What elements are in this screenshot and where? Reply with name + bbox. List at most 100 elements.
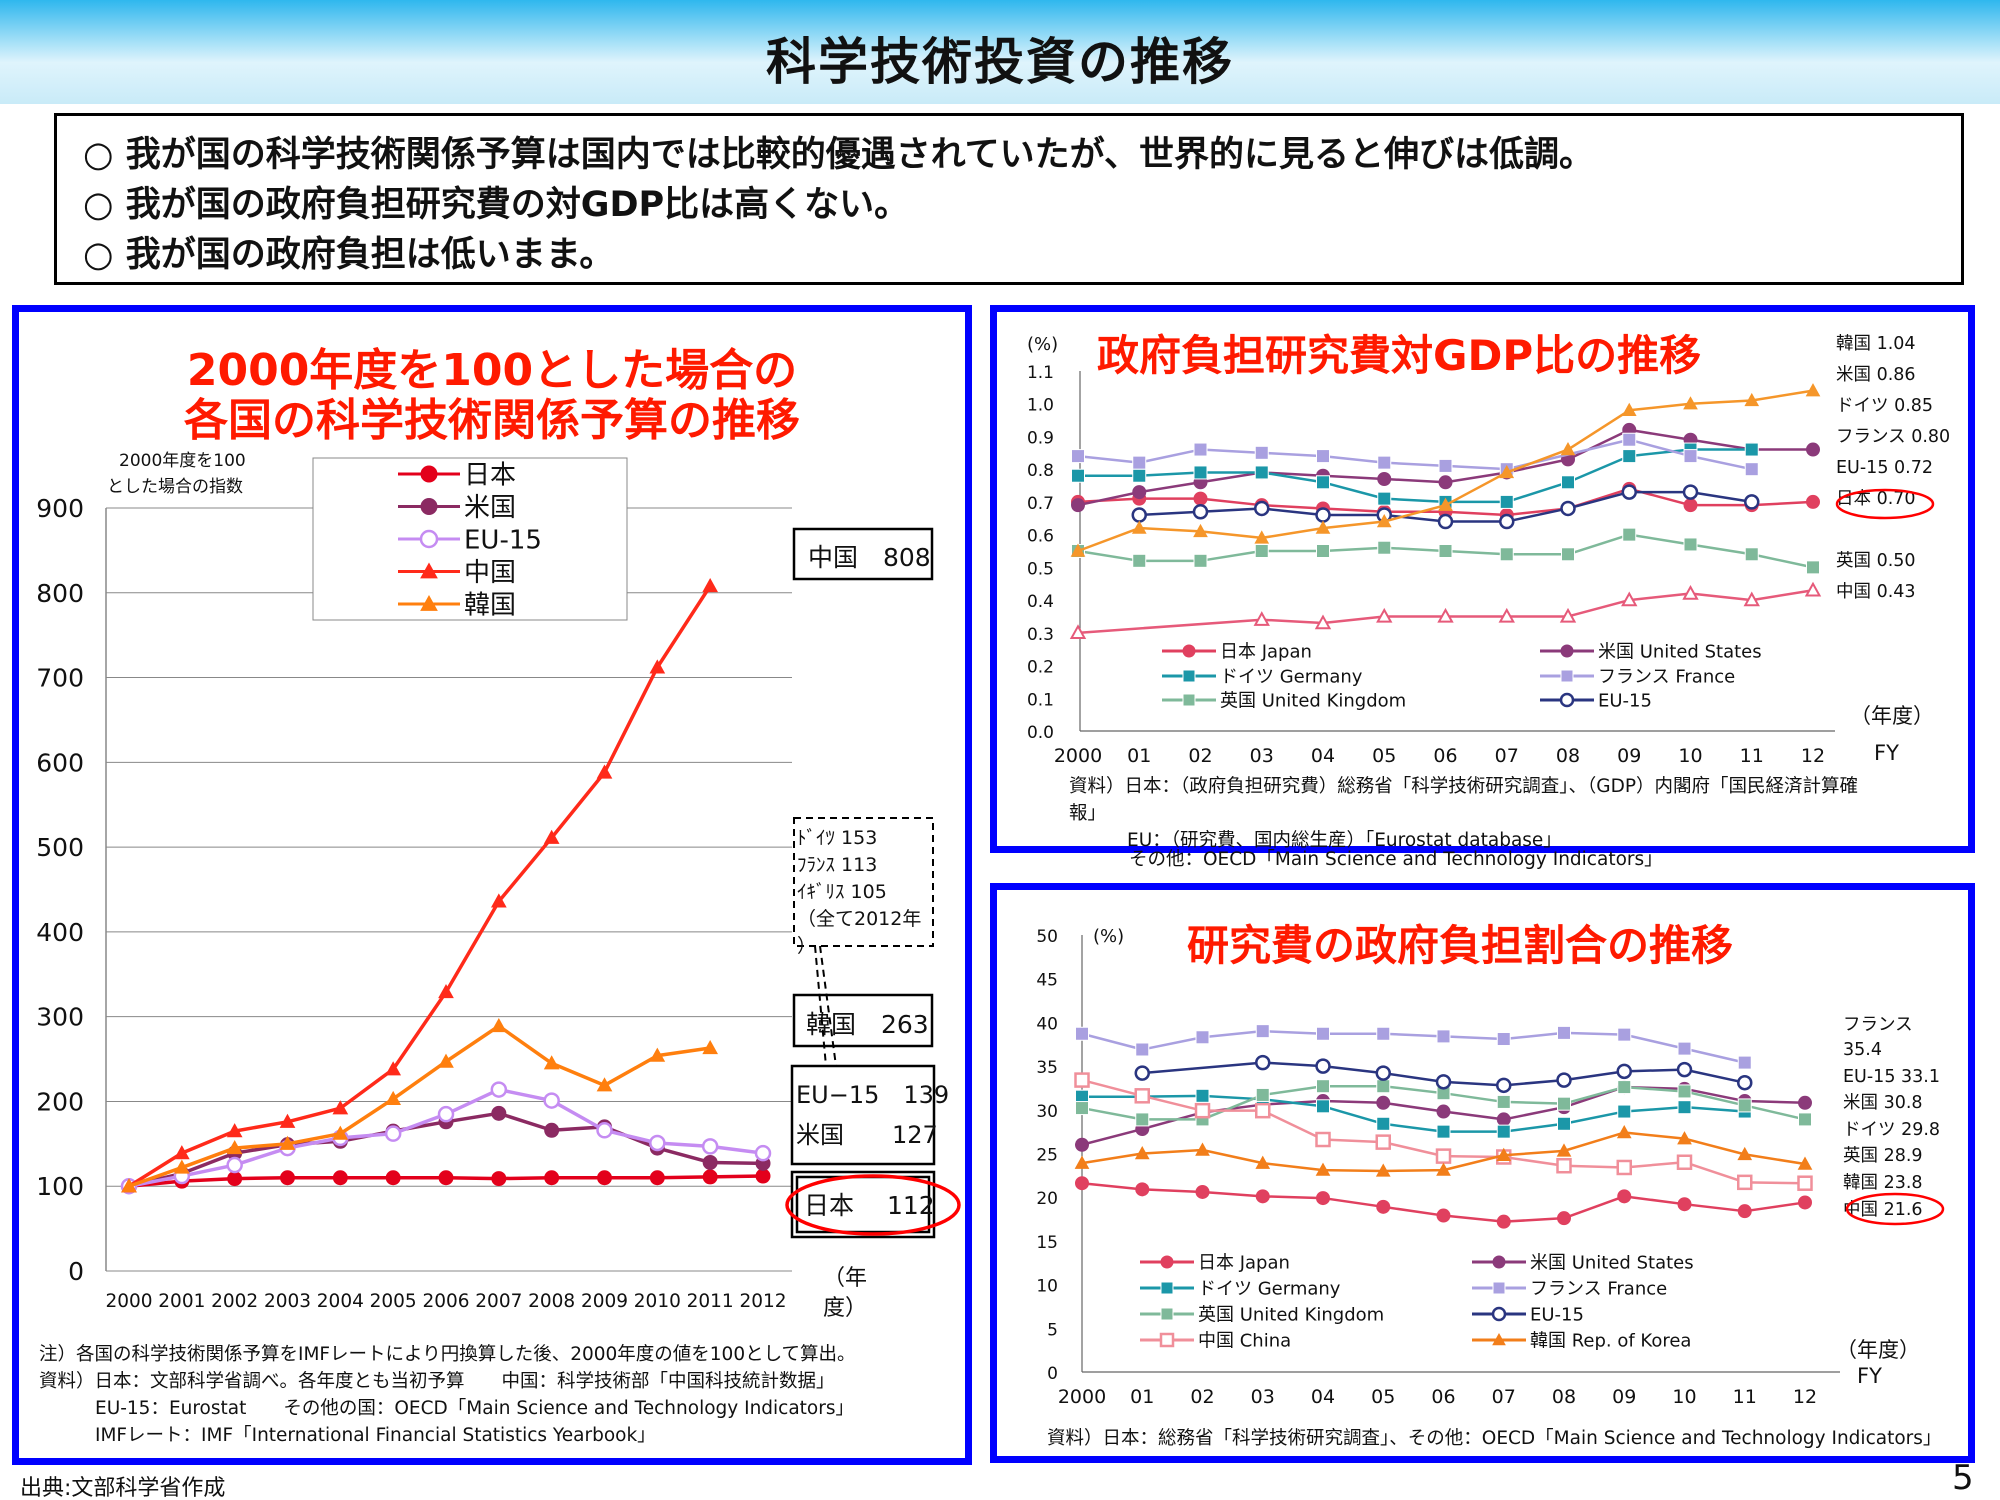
- share-point-2-7: [1496, 1124, 1511, 1139]
- share-point-2-6: [1436, 1124, 1451, 1139]
- share-point-4-5: [1376, 1079, 1391, 1094]
- budget-point-2-2: [226, 1156, 243, 1174]
- gdp-point-5-11: [1744, 494, 1760, 510]
- share-point-4-11: [1737, 1098, 1752, 1113]
- share-xunit: （年度）: [1836, 1338, 1920, 1362]
- budget-xtick: 2005: [370, 1291, 417, 1312]
- share-point-6-2: [1194, 1102, 1211, 1119]
- budget-xunit-line2: 度）: [823, 1296, 868, 1321]
- gdp-xunit: （年度）: [1850, 704, 1934, 728]
- share-ytick: 10: [1036, 1277, 1058, 1297]
- gdp-right-label-0: 韓国 1.04: [1836, 334, 1916, 354]
- share-ytick: 35: [1036, 1058, 1058, 1078]
- share-point-6-8: [1556, 1157, 1572, 1174]
- gdp-point-7-12: [1804, 581, 1822, 597]
- gdp-japan-highlight: [1835, 488, 1935, 520]
- budget-ytick: 900: [36, 494, 84, 523]
- budget-ytick: 400: [36, 918, 84, 947]
- share-point-3-3: [1255, 1024, 1270, 1039]
- budget-legend-label-0: 日本: [464, 460, 516, 490]
- share-legend-marker-1: [1492, 1255, 1506, 1269]
- budget-ytick: 200: [36, 1087, 84, 1116]
- gdp-point-5-3: [1254, 500, 1270, 517]
- gdp-ytick: 0.8: [1027, 461, 1054, 481]
- gdp-point-3-9: [1622, 432, 1637, 447]
- gdp-point-6-1: [1131, 520, 1147, 534]
- share-point-0-12: [1798, 1195, 1812, 1210]
- callout-japan-inner-box: [795, 1175, 931, 1234]
- gdp-yunit: (%): [1027, 334, 1059, 355]
- share-point-5-1: [1134, 1065, 1150, 1081]
- share-point-6-4: [1315, 1131, 1331, 1148]
- share-right-label-2: EU-15 33.1: [1843, 1067, 1940, 1087]
- gdp-point-4-6: [1438, 544, 1453, 558]
- gdp-point-1-1: [1132, 485, 1147, 500]
- share-right-label-7: 中国 21.6: [1843, 1200, 1923, 1220]
- gdp-right-label-1: 米国 0.86: [1836, 365, 1916, 385]
- budget-point-4-0: [121, 1178, 137, 1193]
- share-point-0-1: [1135, 1182, 1150, 1197]
- gdp-point-4-4: [1316, 544, 1330, 558]
- share-point-7-3: [1255, 1155, 1271, 1169]
- gdp-xtick: 01: [1127, 745, 1151, 767]
- gdp-point-6-9: [1621, 402, 1637, 416]
- budget-xtick: 2010: [634, 1291, 681, 1312]
- gdp-point-6-4: [1315, 520, 1331, 534]
- callout-us: 米国 127: [796, 1121, 938, 1149]
- callout-korea: 韓国 263: [806, 1010, 929, 1039]
- share-point-5-8: [1556, 1072, 1572, 1088]
- budget-point-2-11: [701, 1138, 719, 1155]
- gdp-point-3-3: [1254, 445, 1269, 460]
- budget-point-0-11: [702, 1169, 718, 1185]
- share-point-3-2: [1195, 1030, 1210, 1045]
- gdp-point-7-3: [1253, 611, 1270, 626]
- share-point-5-4: [1315, 1058, 1331, 1074]
- share-point-0-7: [1496, 1214, 1511, 1229]
- share-xtick: 02: [1190, 1386, 1214, 1408]
- share-point-3-8: [1557, 1025, 1571, 1040]
- share-point-0-10: [1677, 1197, 1692, 1212]
- share-yunit: (%): [1093, 926, 1125, 947]
- share-point-1-7: [1496, 1112, 1511, 1127]
- share-legend-marker-4: [1160, 1307, 1174, 1321]
- share-ytick: 25: [1036, 1146, 1058, 1166]
- share-point-4-7: [1496, 1094, 1511, 1109]
- share-series-line-5: [1142, 1061, 1746, 1087]
- gdp-ytick: 0.9: [1027, 428, 1054, 448]
- gdp-xtick: 07: [1495, 745, 1519, 767]
- gdp-point-5-8: [1560, 500, 1576, 517]
- share-fy: FY: [1857, 1364, 1882, 1388]
- gdp-point-3-5: [1377, 455, 1392, 470]
- budget-point-1-7: [491, 1105, 507, 1121]
- gdp-legend-marker-2: [1182, 669, 1196, 683]
- gdp-point-5-6: [1437, 513, 1454, 530]
- budget-point-3-1: [173, 1145, 190, 1160]
- gdp-point-5-7: [1499, 513, 1515, 530]
- share-ytick: 30: [1036, 1102, 1058, 1122]
- callout-china: 中国 808: [808, 543, 931, 572]
- share-point-5-3: [1255, 1054, 1271, 1071]
- gdp-legend-label-5: EU-15: [1598, 690, 1652, 711]
- gdp-legend-label-2: ドイツ Germany: [1220, 666, 1363, 687]
- gdp-legend-marker-5: [1559, 692, 1575, 708]
- budget-point-0-2: [227, 1171, 243, 1187]
- gdp-xtick: 09: [1617, 745, 1641, 767]
- budget-xtick: 2009: [581, 1291, 628, 1312]
- share-point-4-9: [1617, 1080, 1632, 1095]
- gdp-legend-marker-4: [1182, 693, 1196, 707]
- share-point-7-0: [1074, 1155, 1090, 1169]
- share-point-2-4: [1316, 1099, 1330, 1114]
- bullet-1: ○ 我が国の科学技術関係予算は国内では比較的優遇されていたが、世界的に見ると伸び…: [83, 135, 1594, 175]
- gdp-xtick: 12: [1801, 745, 1825, 767]
- share-legend-label-3: フランス France: [1530, 1278, 1667, 1299]
- share-point-3-7: [1496, 1032, 1511, 1047]
- share-point-5-7: [1496, 1077, 1512, 1094]
- share-xtick: 12: [1793, 1386, 1817, 1408]
- share-point-7-6: [1436, 1162, 1451, 1176]
- gdp-note-1: 資料）日本：（政府負担研究費）総務省「科学技術研究調査」、（GDP）内閣府「国民…: [1069, 776, 1858, 797]
- share-legend-label-0: 日本 Japan: [1198, 1252, 1290, 1273]
- budget-xunit-line1: （年: [823, 1266, 868, 1291]
- share-point-3-0: [1075, 1026, 1089, 1041]
- budget-xtick: 2004: [317, 1291, 364, 1312]
